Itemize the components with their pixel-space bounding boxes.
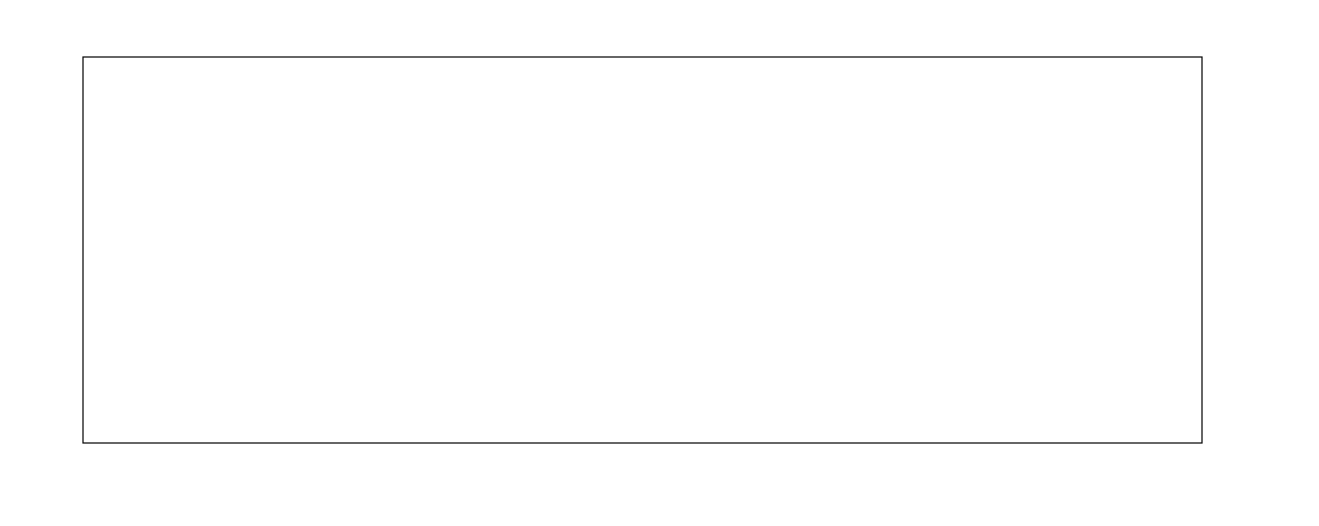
plot-border xyxy=(82,56,1203,444)
